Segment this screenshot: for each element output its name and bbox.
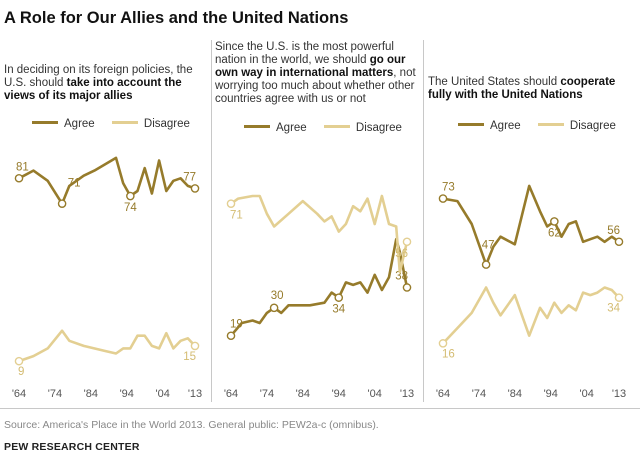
agree-data-point <box>550 217 559 226</box>
disagree-data-point <box>402 237 412 247</box>
agree-swatch <box>32 121 58 125</box>
agree-data-point <box>481 260 491 269</box>
disagree-series-line <box>17 329 197 363</box>
data-label: 30 <box>271 290 284 302</box>
agree-data-point <box>190 184 200 193</box>
disagree-series-line <box>229 194 409 274</box>
data-label: 81 <box>16 161 29 173</box>
agree-series-line <box>441 184 621 266</box>
data-label: 9 <box>18 366 24 378</box>
description-text: The United States should <box>428 76 561 88</box>
agree-data-point <box>269 303 279 313</box>
agree-data-point <box>126 191 135 201</box>
description-text: cooperate fully with the United Nations <box>428 76 616 101</box>
footer-rule <box>0 408 640 409</box>
data-label: 56 <box>607 225 620 237</box>
chart-panel-1: '64 '74 '84 '94 '04 '13 81 71 74 77 9 15 <box>12 156 202 400</box>
agree-series-line <box>17 156 197 205</box>
agree-data-point <box>614 237 624 247</box>
panel-2-legend: Agree Disagree <box>244 122 416 134</box>
agree-data-point <box>14 173 24 183</box>
disagree-swatch <box>537 123 564 127</box>
data-label: 15 <box>183 351 196 363</box>
disagree-series-line <box>441 286 621 345</box>
data-label: 74 <box>124 202 137 214</box>
legend-disagree-label: Disagree <box>569 120 616 132</box>
panel-3-legend: Agree Disagree <box>458 120 630 132</box>
disagree-swatch <box>323 125 350 129</box>
disagree-data-point <box>190 341 200 351</box>
agree-data-point <box>402 283 412 292</box>
x-tick-label: '64 <box>12 388 26 400</box>
agree-data-point <box>57 199 67 208</box>
panel-1-description: In deciding on its foreign policies, the… <box>4 64 214 103</box>
data-label: 16 <box>442 348 455 360</box>
x-tick-label: '04 <box>368 388 382 400</box>
agree-data-point <box>438 194 448 203</box>
disagree-swatch <box>111 121 138 125</box>
agree-series-line <box>229 237 409 338</box>
x-tick-label: '94 <box>120 388 134 400</box>
data-label: 77 <box>183 171 196 183</box>
panel-2-description: Since the U.S. is the most powerful nati… <box>215 41 420 106</box>
legend-disagree-label: Disagree <box>355 122 402 134</box>
legend-agree-label: Agree <box>276 122 307 134</box>
x-tick-label: '64 <box>436 388 450 400</box>
description-text: , not worrying too much about whether ot… <box>215 67 416 105</box>
data-label: 71 <box>230 210 243 222</box>
x-tick-label: '13 <box>612 388 626 400</box>
data-label: 56 <box>395 248 408 260</box>
org-name: PEW RESEARCH CENTER <box>4 441 140 453</box>
panel-divider-2 <box>423 40 424 402</box>
x-tick-label: '94 <box>332 388 346 400</box>
x-tick-label: '84 <box>508 388 522 400</box>
x-tick-label: '64 <box>224 388 238 400</box>
data-label: 19 <box>230 319 243 331</box>
x-tick-label: '84 <box>84 388 98 400</box>
x-tick-label: '74 <box>472 388 486 400</box>
data-label: 62 <box>548 227 561 239</box>
line-charts: '64 '74 '84 '94 '04 '13 81 71 74 77 9 15 '64 '74 '84 '9… <box>12 156 626 401</box>
description-text: go our own way in international matters <box>215 54 406 79</box>
disagree-data-point <box>226 199 236 208</box>
data-label: 73 <box>442 182 455 194</box>
agree-data-point <box>334 293 344 302</box>
disagree-data-point <box>14 356 24 366</box>
legend-disagree-label: Disagree <box>143 118 190 130</box>
agree-data-point <box>226 331 236 341</box>
panel-divider-1 <box>211 40 212 402</box>
legend-agree-label: Agree <box>490 120 521 132</box>
chart-panel-3: '64 '74 '84 '94 '04 '13 73 47 62 56 16 34 <box>436 182 626 401</box>
disagree-data-point <box>438 339 448 348</box>
panel-1-legend: Agree Disagree <box>32 118 204 130</box>
data-label: 47 <box>482 240 495 252</box>
data-label: 34 <box>332 304 345 316</box>
x-tick-label: '94 <box>544 388 558 400</box>
panel-3-description: The United States should cooperate fully… <box>428 76 638 102</box>
x-tick-label: '13 <box>400 388 414 400</box>
x-tick-label: '04 <box>580 388 594 400</box>
x-tick-label: '74 <box>260 388 274 400</box>
agree-swatch <box>244 125 270 129</box>
description-text: take into account the views of its major… <box>4 77 182 102</box>
data-label: 38 <box>395 270 408 282</box>
data-label: 71 <box>68 178 81 190</box>
disagree-data-point <box>614 293 624 302</box>
chart-title: A Role for Our Allies and the United Nat… <box>4 9 349 27</box>
legend-agree-label: Agree <box>64 118 95 130</box>
description-text: In deciding on its foreign policies, the… <box>4 64 193 89</box>
data-label: 34 <box>607 303 620 315</box>
x-tick-label: '04 <box>156 388 170 400</box>
description-text: Since the U.S. is the most powerful nati… <box>215 41 394 66</box>
x-tick-label: '74 <box>48 388 62 400</box>
source-note: Source: America's Place in the World 201… <box>4 419 379 431</box>
agree-swatch <box>458 123 484 127</box>
x-tick-label: '84 <box>296 388 310 400</box>
chart-panel-2: '64 '74 '84 '94 '04 '13 19 30 34 38 71 56 <box>224 194 414 400</box>
x-tick-label: '13 <box>188 388 202 400</box>
